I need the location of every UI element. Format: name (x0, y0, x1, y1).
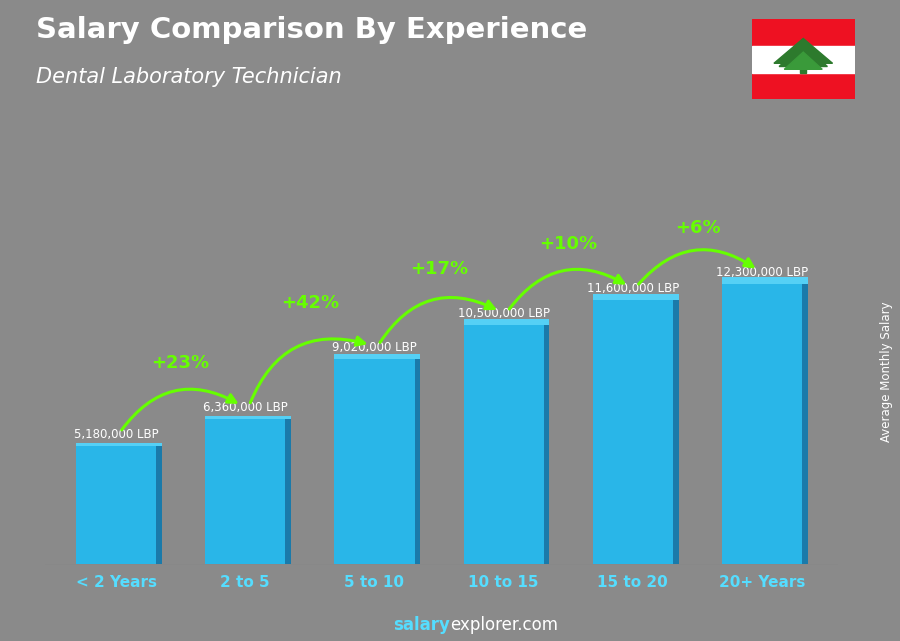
Polygon shape (774, 38, 832, 63)
Bar (673, 300, 679, 564)
Bar (722, 278, 807, 285)
Bar (544, 325, 549, 564)
Text: +10%: +10% (539, 235, 598, 253)
Text: Average Monthly Salary: Average Monthly Salary (880, 301, 893, 442)
Bar (335, 359, 415, 564)
Bar (752, 46, 855, 72)
Bar (722, 285, 802, 564)
Text: Dental Laboratory Technician: Dental Laboratory Technician (36, 67, 342, 87)
Bar (415, 359, 420, 564)
Bar (464, 319, 549, 325)
Bar (285, 419, 291, 564)
Text: +23%: +23% (151, 354, 210, 372)
Bar (593, 294, 679, 300)
Bar (205, 419, 285, 564)
Polygon shape (779, 44, 827, 67)
Bar (205, 416, 291, 419)
Text: 12,300,000 LBP: 12,300,000 LBP (716, 266, 808, 279)
Text: +42%: +42% (281, 294, 339, 312)
Text: +17%: +17% (410, 260, 468, 278)
Text: 10,500,000 LBP: 10,500,000 LBP (458, 307, 550, 320)
Bar (593, 300, 673, 564)
Bar (156, 446, 162, 564)
Text: 6,360,000 LBP: 6,360,000 LBP (202, 401, 288, 414)
Text: Salary Comparison By Experience: Salary Comparison By Experience (36, 16, 587, 44)
Bar (76, 444, 162, 446)
Bar (335, 354, 420, 359)
Text: 9,020,000 LBP: 9,020,000 LBP (332, 340, 417, 354)
Bar (752, 19, 855, 46)
Bar (464, 325, 544, 564)
Text: 5,180,000 LBP: 5,180,000 LBP (74, 428, 158, 441)
Bar (800, 65, 806, 72)
Polygon shape (784, 52, 823, 69)
Text: +6%: +6% (675, 219, 720, 237)
Text: 11,600,000 LBP: 11,600,000 LBP (587, 282, 679, 295)
Bar (76, 446, 156, 564)
Bar (802, 285, 807, 564)
Bar (752, 72, 855, 99)
Text: explorer.com: explorer.com (450, 616, 558, 634)
Text: salary: salary (393, 616, 450, 634)
